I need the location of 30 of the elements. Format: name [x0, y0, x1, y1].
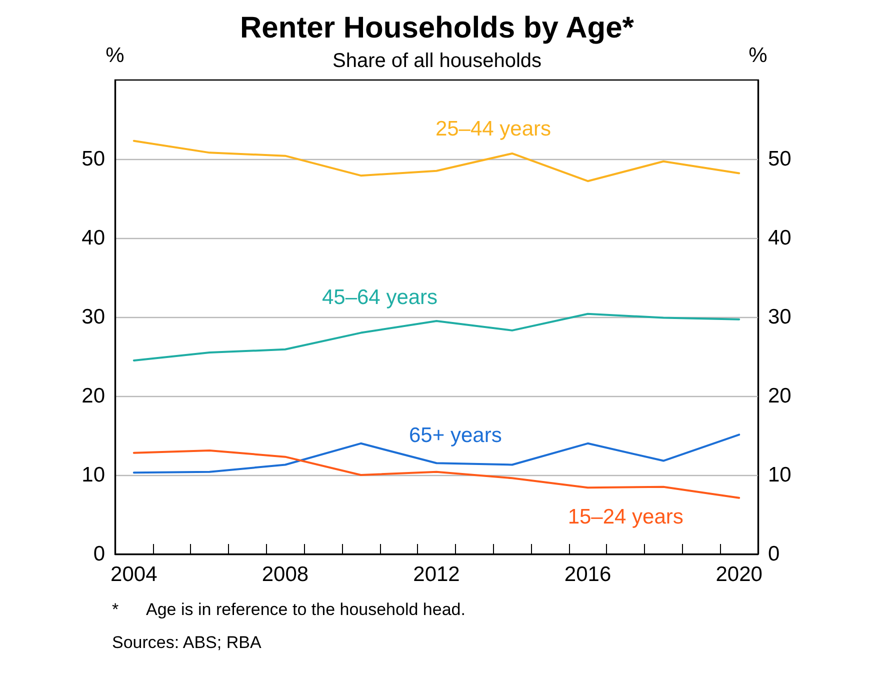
x-tick-label: 2008: [262, 563, 309, 586]
y-tick-label: 20: [82, 384, 105, 408]
y2-tick-label: 20: [768, 384, 792, 408]
y2-tick-label: 40: [768, 226, 792, 250]
y2-tick-label: 50: [768, 148, 792, 170]
x-tick-label: 2020: [716, 563, 762, 586]
y2-tick-label: 0: [768, 542, 780, 566]
series-label: 25–44 years: [435, 117, 552, 140]
y-tick-label: 0: [93, 542, 105, 566]
x-tick-label: 2016: [564, 563, 612, 586]
y-tick-label: 40: [82, 226, 105, 250]
y-tick-label: 50: [82, 148, 105, 170]
y2-tick-label: 30: [768, 306, 792, 328]
y-tick-label: 30: [82, 306, 105, 328]
y2-tick-label: 10: [768, 464, 792, 486]
line-series: [132, 312, 740, 362]
series-label: 15–24 years: [568, 505, 684, 528]
x-tick-label: 2012: [413, 563, 460, 586]
y-tick-label: 10: [82, 464, 105, 486]
source-note: Sources: ABS; RBA: [112, 633, 262, 652]
line-series: [132, 450, 740, 499]
series-label: 65+ years: [409, 424, 502, 447]
line-series: [132, 140, 740, 182]
y2-axis-title: %: [748, 44, 768, 67]
chart-title: Renter Households by Age*: [240, 12, 634, 44]
series-label: 45–64 years: [322, 286, 438, 309]
x-tick-label: 2004: [110, 563, 158, 586]
y-axis-title: %: [106, 44, 124, 67]
text: * Age is in reference to the household head.: [112, 600, 466, 619]
chart-subtitle: Share of all households: [332, 50, 542, 72]
